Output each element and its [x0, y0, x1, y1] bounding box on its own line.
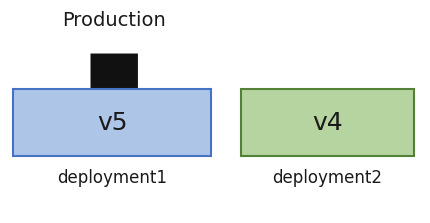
Text: deployment2: deployment2	[272, 169, 382, 187]
Text: v5: v5	[97, 111, 127, 135]
Text: Production: Production	[62, 10, 166, 30]
FancyBboxPatch shape	[241, 89, 413, 156]
Text: deployment1: deployment1	[57, 169, 167, 187]
FancyBboxPatch shape	[13, 89, 211, 156]
Polygon shape	[69, 54, 159, 149]
Text: v4: v4	[311, 111, 342, 135]
